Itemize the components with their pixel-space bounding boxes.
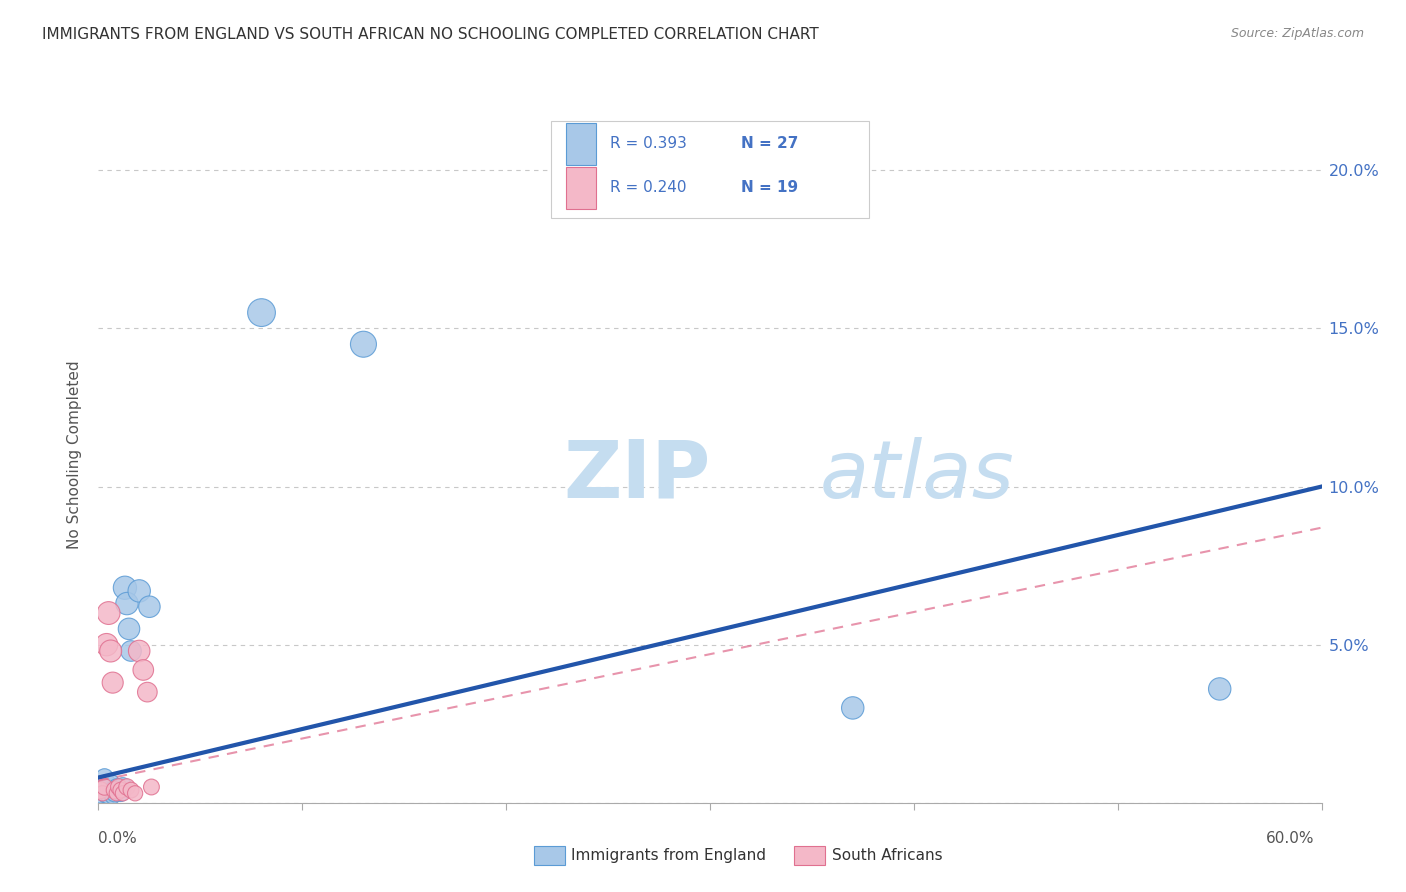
- Point: [110, 786, 132, 800]
- Point: [118, 622, 141, 636]
- Point: [100, 786, 122, 800]
- Text: ZIP: ZIP: [564, 437, 710, 515]
- Text: atlas: atlas: [820, 437, 1015, 515]
- Point: [841, 701, 863, 715]
- Point: [101, 783, 124, 797]
- Point: [93, 771, 115, 785]
- Point: [91, 786, 114, 800]
- Point: [100, 644, 122, 658]
- Point: [91, 780, 114, 794]
- Bar: [551, 121, 869, 219]
- Point: [138, 599, 160, 614]
- Point: [136, 685, 159, 699]
- Point: [250, 305, 273, 319]
- Point: [89, 786, 111, 800]
- Point: [105, 780, 128, 794]
- Point: [115, 597, 138, 611]
- Y-axis label: No Schooling Completed: No Schooling Completed: [67, 360, 83, 549]
- Point: [111, 786, 134, 800]
- Text: N = 19: N = 19: [741, 180, 797, 195]
- Point: [115, 780, 138, 794]
- Point: [124, 786, 146, 800]
- Point: [1209, 681, 1232, 696]
- Text: Source: ZipAtlas.com: Source: ZipAtlas.com: [1230, 27, 1364, 40]
- Text: Immigrants from England: Immigrants from England: [571, 848, 766, 863]
- Text: N = 27: N = 27: [741, 136, 799, 152]
- Point: [96, 638, 118, 652]
- Point: [96, 777, 118, 791]
- Point: [105, 786, 128, 800]
- Point: [101, 675, 124, 690]
- Point: [89, 783, 111, 797]
- Bar: [565, 167, 596, 209]
- Text: South Africans: South Africans: [832, 848, 943, 863]
- Point: [93, 783, 115, 797]
- Point: [114, 581, 136, 595]
- Point: [128, 583, 150, 598]
- Point: [101, 789, 124, 804]
- Point: [97, 789, 120, 804]
- Point: [108, 780, 131, 794]
- Point: [104, 783, 127, 797]
- Text: IMMIGRANTS FROM ENGLAND VS SOUTH AFRICAN NO SCHOOLING COMPLETED CORRELATION CHAR: IMMIGRANTS FROM ENGLAND VS SOUTH AFRICAN…: [42, 27, 818, 42]
- Point: [128, 644, 150, 658]
- Text: 0.0%: 0.0%: [98, 831, 138, 846]
- Point: [120, 644, 142, 658]
- Bar: [565, 123, 596, 165]
- Point: [120, 783, 142, 797]
- Point: [108, 783, 131, 797]
- Point: [110, 783, 132, 797]
- Point: [100, 777, 122, 791]
- Point: [97, 606, 120, 620]
- Point: [96, 786, 118, 800]
- Point: [111, 780, 134, 794]
- Point: [97, 783, 120, 797]
- Text: R = 0.240: R = 0.240: [610, 180, 686, 195]
- Point: [132, 663, 155, 677]
- Point: [104, 786, 127, 800]
- Point: [352, 337, 374, 351]
- Text: R = 0.393: R = 0.393: [610, 136, 686, 152]
- Point: [141, 780, 163, 794]
- Point: [93, 780, 115, 794]
- Text: 60.0%: 60.0%: [1267, 831, 1315, 846]
